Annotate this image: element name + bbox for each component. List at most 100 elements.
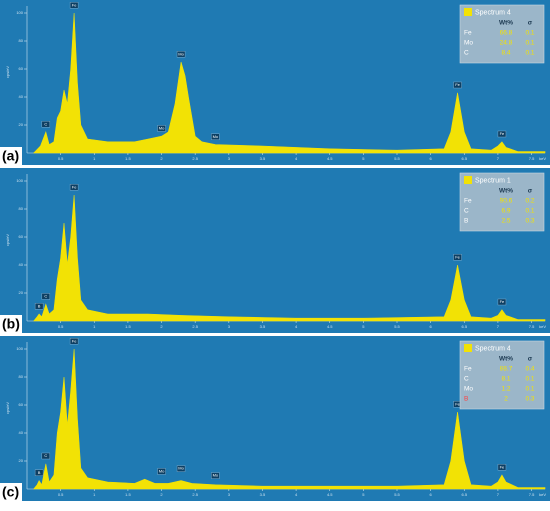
y-tick-label: 80 (19, 206, 24, 211)
y-tick-label: 20 (19, 290, 24, 295)
legend-column: Wt% (499, 188, 513, 195)
legend-box (459, 4, 545, 64)
peak-label-box (69, 1, 79, 9)
peak-label-box (41, 120, 51, 128)
x-tick-label: 5.5 (394, 324, 400, 329)
peak-label: C (44, 453, 47, 458)
peak-label: Mo (159, 125, 165, 130)
x-tick-label: 4 (295, 324, 298, 329)
legend-value: 6.9 (501, 208, 510, 215)
x-tick-label: 1 (93, 156, 96, 161)
x-tick-label: 2.5 (192, 156, 198, 161)
y-tick-label: 100 (16, 10, 23, 15)
x-tick-label: 6.5 (461, 492, 467, 497)
peak-label-box (41, 452, 51, 460)
panel-label: (c) (2, 484, 19, 500)
peak-label: C (44, 293, 47, 298)
legend-title: Spectrum 4 (475, 9, 511, 16)
peak-label: Fe (72, 2, 77, 7)
peak-label: C (44, 121, 47, 126)
x-unit: keV (539, 492, 546, 497)
x-tick-label: 1.5 (125, 156, 131, 161)
legend-value: 2.5 (501, 218, 510, 225)
panel-label: (b) (2, 316, 20, 332)
panel-label: (a) (2, 148, 19, 164)
peak-label: Fe (72, 338, 77, 343)
peak-label-box (34, 469, 44, 477)
peak-label: Fe (72, 184, 77, 189)
legend-column: Wt% (499, 356, 513, 363)
x-tick-label: 1 (93, 324, 96, 329)
legend-value: 0.3 (525, 218, 534, 225)
panel: 20 40 60 80 100 cps/eV 0.5 1 1.5 2 2.5 3 3.5 4 4.5 5 5.5… (0, 168, 550, 333)
x-tick-label: 5.5 (394, 492, 400, 497)
peak-label-box (453, 253, 462, 261)
legend-value: 0.1 (525, 50, 534, 57)
peak-label: Fe (455, 401, 460, 406)
legend-value: 8.1 (501, 376, 510, 383)
peak-label-box (41, 293, 51, 300)
x-tick-label: 4.5 (327, 156, 333, 161)
peak-label-box (211, 133, 220, 141)
legend-column: σ (528, 356, 533, 363)
x-tick-label: 3.5 (260, 156, 266, 161)
x-tick-label: 7 (497, 156, 500, 161)
legend-title: Spectrum 1 (475, 177, 511, 184)
peak-label: Fe (500, 131, 505, 136)
y-tick-label: 100 (16, 178, 23, 183)
peak-label-box (34, 302, 44, 310)
legend-value: 0.1 (525, 208, 534, 215)
legend-element: Fe (464, 30, 472, 37)
x-tick-label: 5 (362, 324, 365, 329)
x-tick-label: 2 (160, 492, 163, 497)
y-axis-label: cps/eV (5, 234, 10, 247)
x-tick-label: 1.5 (125, 492, 131, 497)
peak-label: Mo (178, 51, 184, 56)
x-tick-label: 2.5 (192, 492, 198, 497)
peak-label-box (157, 125, 166, 132)
peak-label: B (38, 470, 41, 475)
x-tick-label: 3 (228, 324, 231, 329)
legend-value: 0.2 (525, 198, 534, 205)
legend-box (459, 340, 545, 410)
x-tick-label: 1.5 (125, 324, 131, 329)
peak-label-box (453, 81, 462, 89)
legend-element: Fe (464, 366, 472, 373)
peak-label: Mo (159, 468, 165, 473)
x-tick-label: 3 (228, 156, 231, 161)
y-tick-label: 60 (19, 66, 24, 71)
legend-value: 0.4 (525, 366, 534, 373)
legend-element: Mo (464, 386, 473, 393)
legend-column: Wt% (499, 20, 513, 27)
legend-value: 8.4 (501, 50, 510, 57)
legend-box (459, 172, 545, 232)
x-tick-label: 6 (430, 324, 433, 329)
x-tick-label: 6 (430, 156, 433, 161)
y-tick-label: 100 (16, 346, 23, 351)
peak-label-box (176, 465, 186, 472)
x-tick-label: 0.5 (58, 324, 64, 329)
peak-label: Fe (500, 299, 505, 304)
legend-element: Fe (464, 198, 472, 205)
legend-value: 2 (504, 396, 508, 403)
peak-label-box (211, 472, 220, 479)
y-tick-label: 20 (19, 122, 24, 127)
legend-value: 90.6 (500, 198, 513, 205)
x-tick-label: 3 (228, 492, 231, 497)
legend-value: 1.2 (501, 386, 510, 393)
x-tick-label: 4.5 (327, 324, 333, 329)
x-tick-label: 2 (160, 324, 163, 329)
peak-label-box (69, 184, 79, 191)
x-tick-label: 1 (93, 492, 96, 497)
y-tick-label: 40 (19, 430, 24, 435)
x-tick-label: 2 (160, 156, 163, 161)
legend-value: 0.1 (525, 386, 534, 393)
peak-label: B (38, 303, 41, 308)
x-tick-label: 6.5 (461, 324, 467, 329)
y-tick-label: 20 (19, 458, 24, 463)
legend-title: Spectrum 4 (475, 345, 511, 352)
peak-label-box (497, 298, 507, 306)
y-tick-label: 40 (19, 94, 24, 99)
legend-value: 24.8 (500, 40, 513, 47)
legend-value: 0.1 (525, 30, 534, 37)
